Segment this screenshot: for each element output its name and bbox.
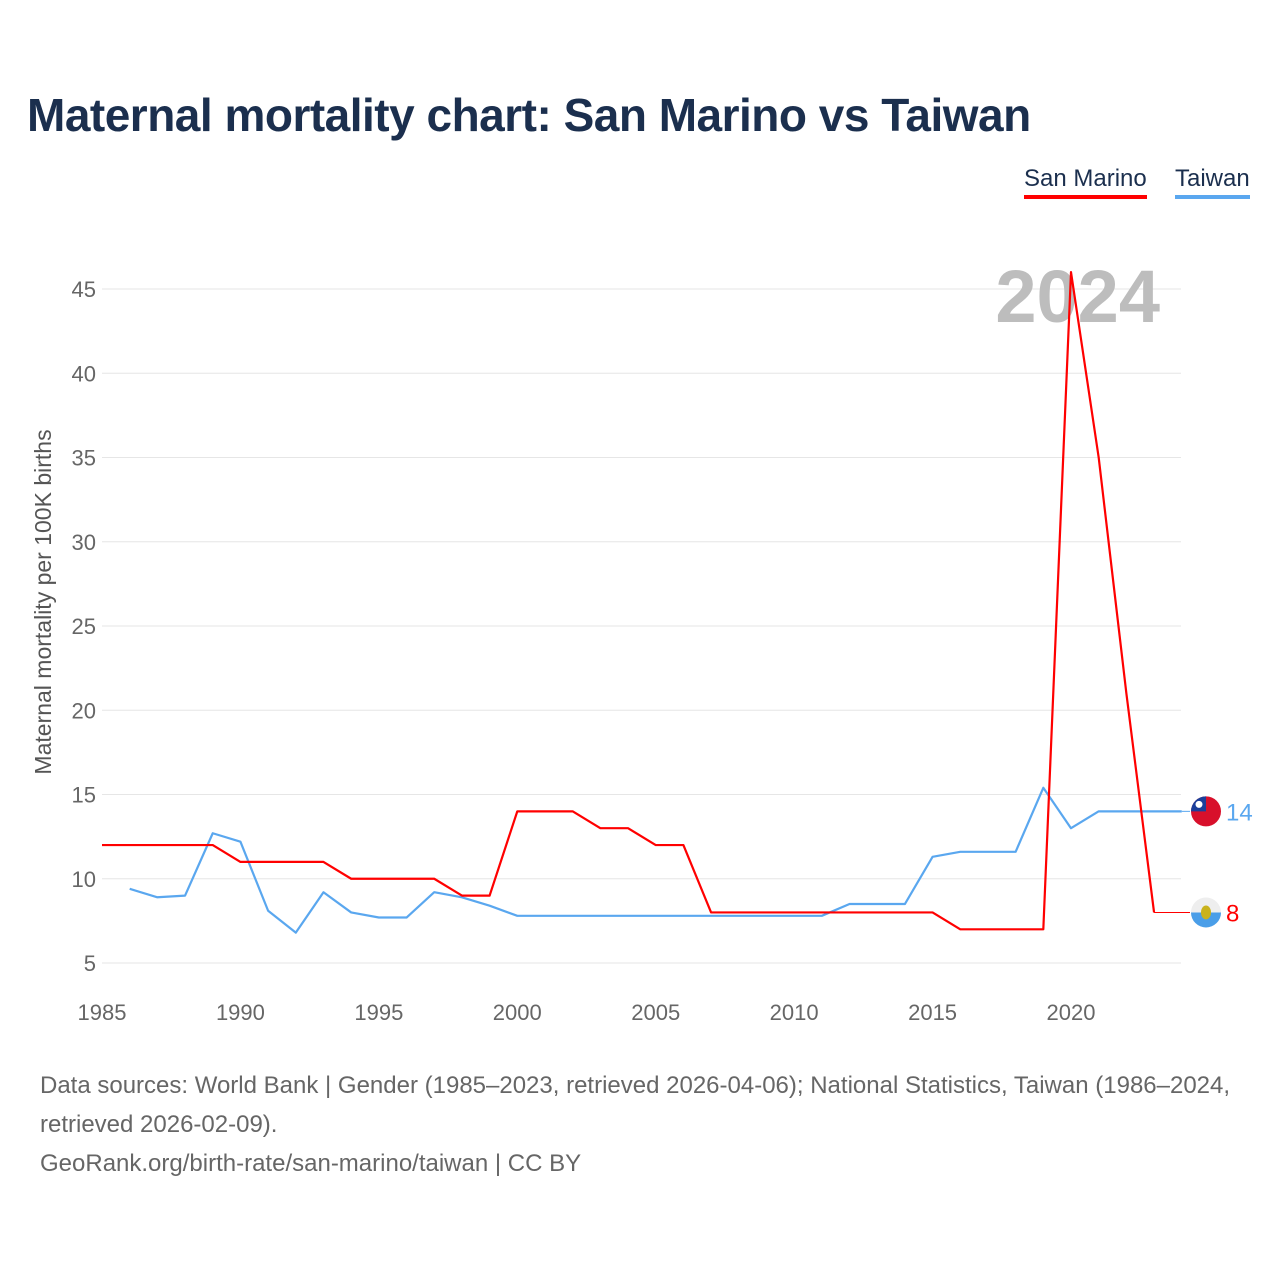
- x-tick-label: 2020: [1047, 1000, 1096, 1025]
- x-tick-label: 1995: [354, 1000, 403, 1025]
- x-tick-label: 2005: [631, 1000, 680, 1025]
- legend-san-marino[interactable]: San Marino: [1024, 165, 1147, 199]
- legend-taiwan[interactable]: Taiwan: [1175, 165, 1250, 199]
- footer: Data sources: World Bank | Gender (1985–…: [40, 1066, 1240, 1183]
- y-tick-label: 45: [72, 277, 96, 302]
- x-tick-label: 1990: [216, 1000, 265, 1025]
- y-tick-label: 35: [72, 446, 96, 471]
- x-tick-label: 2010: [770, 1000, 819, 1025]
- taiwan-flag-icon: [1191, 796, 1221, 827]
- year-overlay: 2024: [995, 255, 1160, 338]
- y-tick-label: 30: [72, 530, 96, 555]
- y-tick-label: 40: [72, 361, 96, 386]
- x-tick-label: 2000: [493, 1000, 542, 1025]
- y-tick-label: 20: [72, 698, 96, 723]
- series-line-san-marino: [102, 271, 1156, 931]
- data-sources: Data sources: World Bank | Gender (1985–…: [40, 1072, 1231, 1138]
- x-tick-label: 2015: [908, 1000, 957, 1025]
- y-tick-label: 25: [72, 614, 96, 639]
- y-tick-label: 10: [72, 867, 96, 892]
- san-marino-flag-icon: [1191, 897, 1221, 928]
- series-line-taiwan: [129, 786, 1182, 934]
- end-value-label: 8: [1226, 900, 1239, 927]
- credit-link[interactable]: GeoRank.org/birth-rate/san-marino/taiwan…: [40, 1150, 582, 1177]
- y-tick-label: 5: [84, 951, 96, 976]
- chart-title: Maternal mortality chart: San Marino vs …: [27, 89, 1031, 141]
- y-axis-label: Maternal mortality per 100K births: [30, 429, 56, 774]
- end-value-label: 14: [1226, 799, 1253, 826]
- y-tick-label: 15: [72, 783, 96, 808]
- x-tick-label: 1985: [78, 1000, 127, 1025]
- line-chart: 5 10 15 20 25 30 35 40 45 1985 1990 1995 2000 2005 201…: [30, 255, 1253, 1025]
